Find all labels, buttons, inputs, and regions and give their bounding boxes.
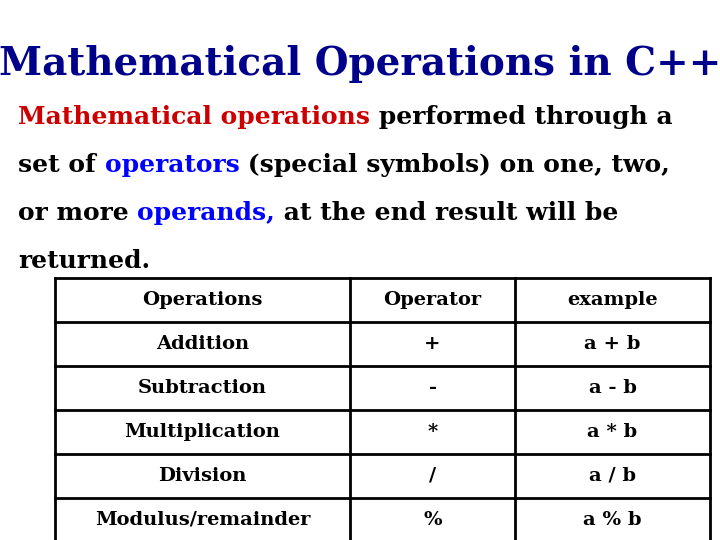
Text: operands,: operands, [138, 201, 275, 225]
Text: Mathematical operations: Mathematical operations [18, 105, 370, 129]
Text: a * b: a * b [588, 423, 638, 441]
Text: /: / [429, 467, 436, 485]
Text: Operations: Operations [143, 291, 263, 309]
Text: Addition: Addition [156, 335, 249, 353]
Text: %: % [423, 511, 442, 529]
Text: a % b: a % b [583, 511, 642, 529]
Text: Modulus/remainder: Modulus/remainder [95, 511, 310, 529]
Text: performed through a: performed through a [370, 105, 672, 129]
Text: set of: set of [18, 153, 104, 177]
Text: or more: or more [18, 201, 138, 225]
Text: Subtraction: Subtraction [138, 379, 267, 397]
Text: at the end result will be: at the end result will be [275, 201, 618, 225]
Text: +: + [424, 335, 441, 353]
Text: (special symbols) on one, two,: (special symbols) on one, two, [239, 153, 670, 177]
Text: Mathematical Operations in C++: Mathematical Operations in C++ [0, 45, 720, 83]
Text: -: - [428, 379, 436, 397]
Text: *: * [428, 423, 438, 441]
Text: a + b: a + b [585, 335, 641, 353]
Text: a / b: a / b [589, 467, 636, 485]
Text: returned.: returned. [18, 249, 150, 273]
Text: a - b: a - b [588, 379, 636, 397]
Text: operators: operators [104, 153, 239, 177]
Text: Multiplication: Multiplication [125, 423, 280, 441]
Text: Division: Division [158, 467, 247, 485]
Text: example: example [567, 291, 658, 309]
Text: Operator: Operator [384, 291, 482, 309]
